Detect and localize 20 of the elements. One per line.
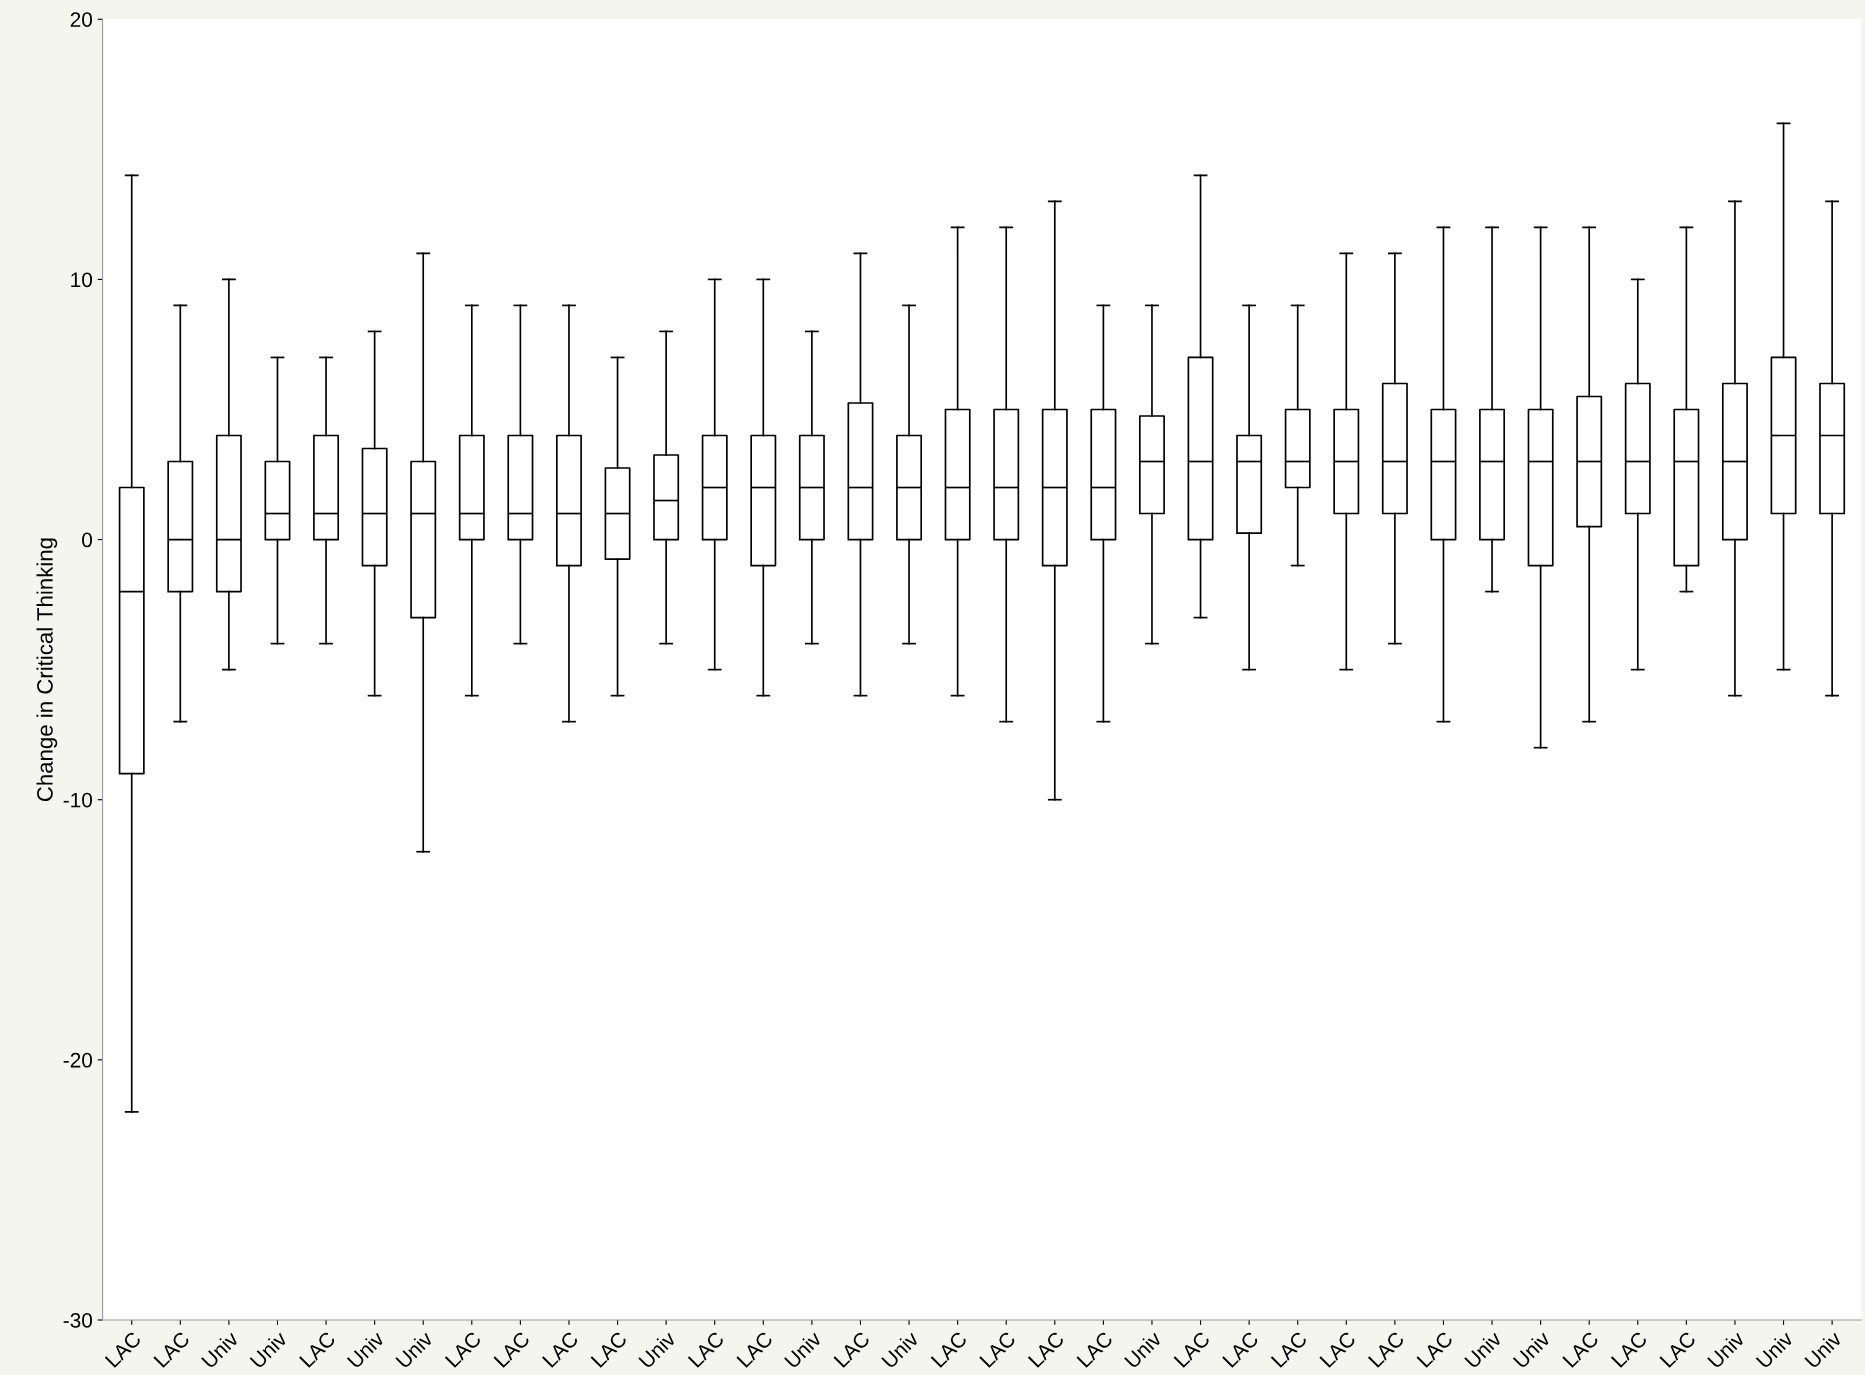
x-tick-label: Univ [783,1329,823,1369]
x-tick-label: Univ [1463,1329,1503,1369]
x-tick-label: Univ [249,1329,289,1369]
y-axis-title: Change in Critical Thinking [36,538,58,802]
y-tick-label: -20 [63,1052,93,1068]
x-tick-label: Univ [394,1329,434,1369]
y-tick-label: 20 [70,12,93,27]
x-tick-label: Univ [880,1329,920,1369]
x-tick-label: Univ [1123,1329,1163,1369]
y-tick-label: 10 [71,272,93,288]
x-tick-label: Univ [346,1329,386,1369]
x-tick-label: Univ [1803,1329,1843,1369]
x-tick-label: Univ [1706,1329,1746,1369]
y-tick-label: -30 [63,1313,93,1328]
x-tick-label: Univ [637,1329,677,1369]
y-tick-label: 0 [82,532,93,548]
x-tick-label: Univ [1755,1329,1795,1369]
x-tick-label: Univ [1512,1329,1552,1369]
y-tick-label: -10 [63,792,93,808]
x-tick-label: Univ [200,1329,240,1369]
